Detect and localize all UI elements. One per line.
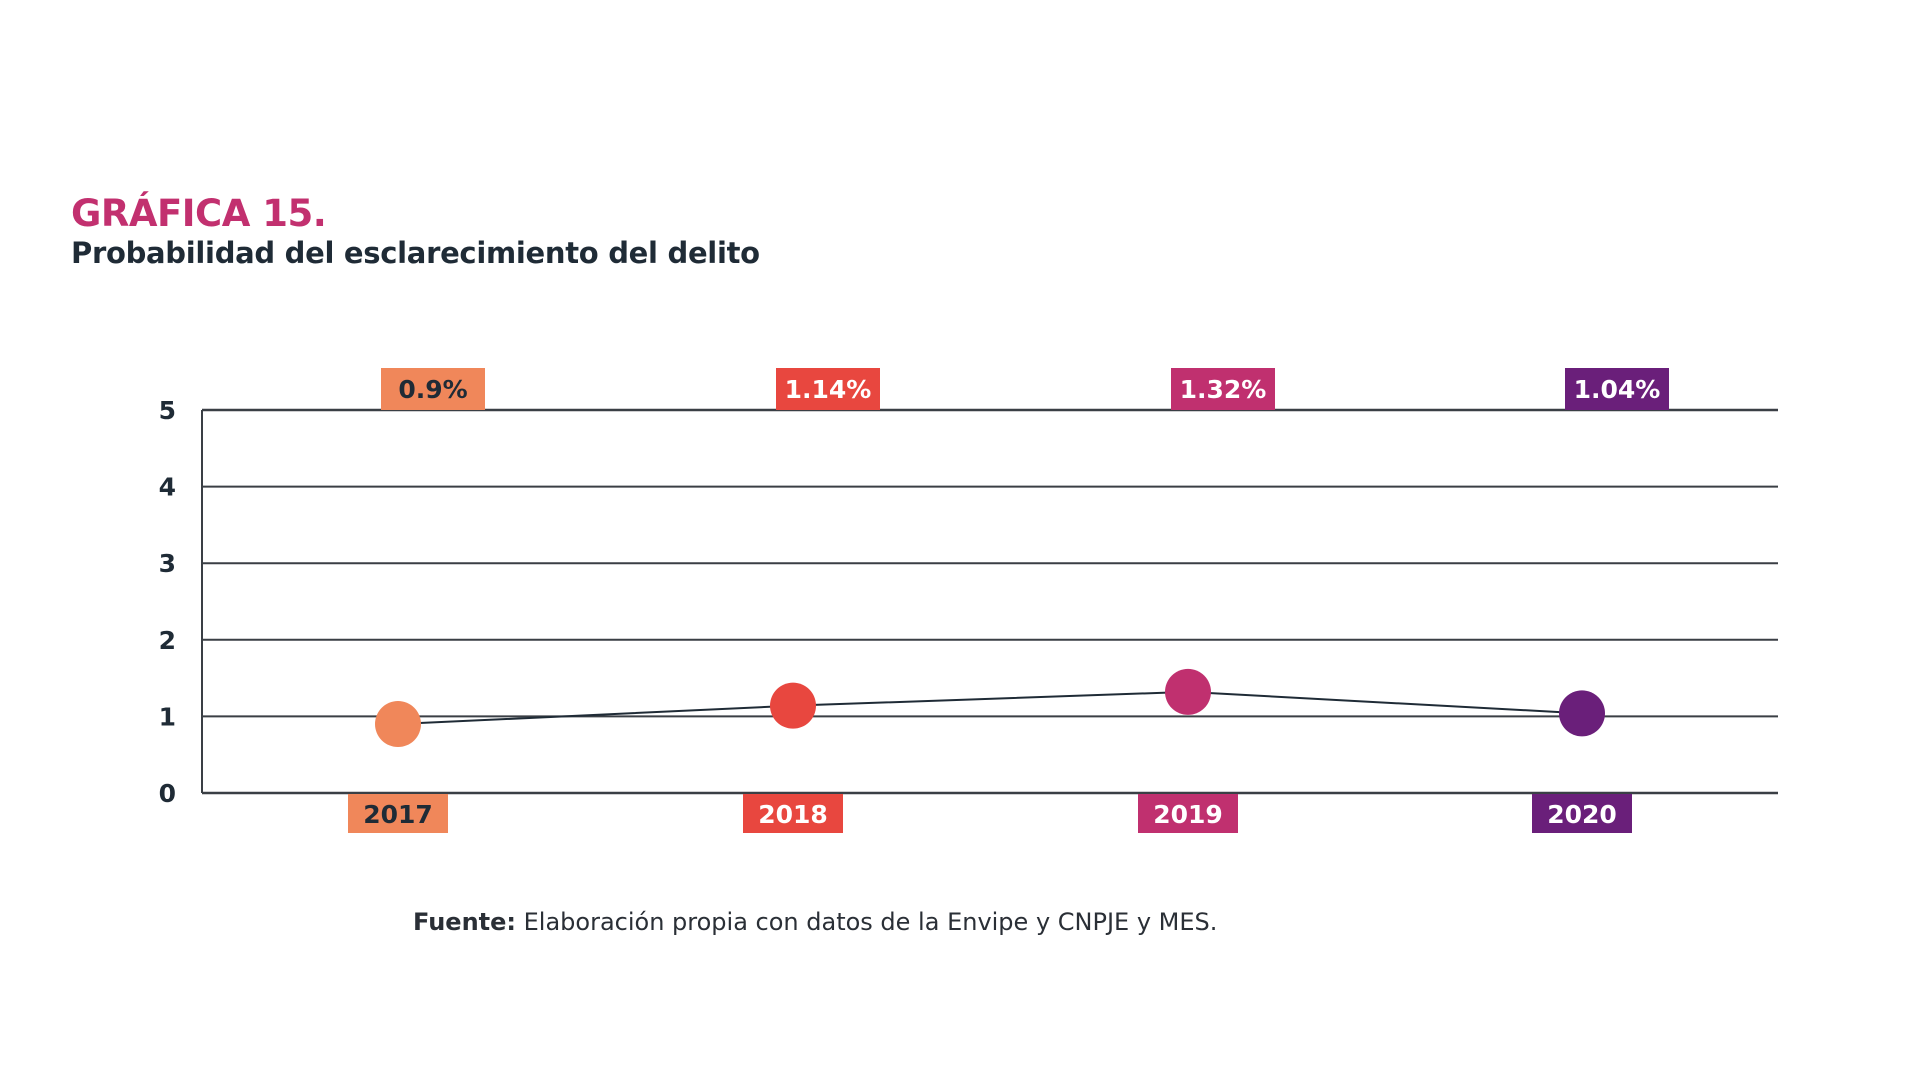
- data-label-box: [1565, 368, 1669, 410]
- data-label-box: [1171, 368, 1275, 410]
- x-tick-label: 2018: [758, 800, 828, 829]
- x-tick-box: [743, 794, 843, 833]
- chart-subtitle: Probabilidad del esclarecimiento del del…: [71, 236, 760, 270]
- series-line: [397, 690, 1583, 726]
- data-label: 1.14%: [785, 375, 872, 404]
- x-tick-box: [348, 794, 448, 833]
- chart-title: GRÁFICA 15.: [71, 192, 327, 235]
- data-label: 1.32%: [1180, 375, 1267, 404]
- x-tick-box: [1138, 794, 1238, 833]
- y-tick-label: 2: [159, 626, 176, 655]
- y-tick-label: 4: [159, 473, 176, 502]
- y-tick-label: 5: [159, 396, 176, 425]
- data-label: 0.9%: [398, 375, 467, 404]
- source-label: Fuente:: [413, 908, 516, 936]
- source-note: Fuente: Elaboración propia con datos de …: [413, 908, 1217, 936]
- x-tick-label: 2020: [1547, 800, 1617, 829]
- data-point-2019: [1165, 668, 1211, 715]
- data-label-box: [381, 368, 485, 410]
- x-tick-box: [1532, 794, 1632, 833]
- y-tick-label: 3: [159, 549, 176, 578]
- data-label: 1.04%: [1574, 375, 1661, 404]
- x-tick-label: 2019: [1153, 800, 1223, 829]
- y-tick-label: 1: [159, 702, 176, 731]
- data-point-2020: [1559, 690, 1605, 737]
- data-label-box: [776, 368, 880, 410]
- source-text: Elaboración propia con datos de la Envip…: [516, 908, 1218, 936]
- data-point-2017: [375, 701, 421, 748]
- data-point-2018: [770, 682, 816, 729]
- y-tick-label: 0: [159, 779, 176, 808]
- x-tick-label: 2017: [363, 800, 433, 829]
